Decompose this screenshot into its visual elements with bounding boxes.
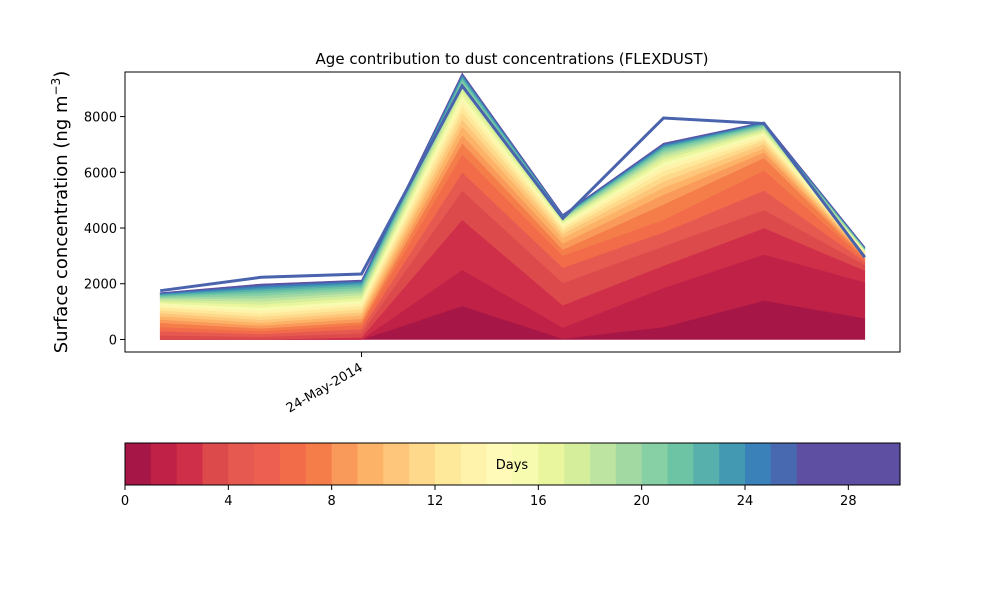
y-axis-label-main: Surface concentration (ng m xyxy=(51,95,72,353)
plot-area xyxy=(124,71,901,353)
colorbar-label: Days xyxy=(496,458,529,473)
x-tick-label: 24-May-2014 xyxy=(284,360,366,416)
colorbar-cell xyxy=(512,443,539,485)
area-layer-24 xyxy=(159,72,866,294)
colorbar-cell xyxy=(693,443,720,485)
colorbar-tick-label: 0 xyxy=(121,494,129,509)
colorbar-cell xyxy=(538,443,565,485)
colorbar-cell xyxy=(796,443,824,485)
y-axis-label-close: ) xyxy=(51,71,72,78)
colorbar-cell xyxy=(615,443,643,485)
colorbar-cell xyxy=(486,443,514,485)
colorbar-tick-label: 12 xyxy=(427,494,444,509)
colorbar-cell xyxy=(305,443,333,485)
colorbar-cell xyxy=(460,443,488,485)
y-tick-label: 0 xyxy=(109,333,117,348)
colorbar-tick-label: 28 xyxy=(840,494,857,509)
colorbar-cell xyxy=(176,443,204,485)
colorbar-cell xyxy=(228,443,255,485)
colorbar-cell xyxy=(590,443,617,485)
colorbar-cell xyxy=(331,443,359,485)
y-axis: 0 2000 4000 6000 8000 xyxy=(84,111,125,348)
y-axis-label: Surface concentration (ng m−3) xyxy=(49,71,72,354)
colorbar-tick-label: 4 xyxy=(224,494,232,509)
colorbar-cell xyxy=(745,443,772,485)
top-outline xyxy=(160,83,866,293)
colorbar-cell xyxy=(719,443,746,485)
x-axis: 24-May-2014 xyxy=(284,352,366,416)
y-tick-label: 8000 xyxy=(84,111,117,126)
colorbar: Days 0 4 8 12 16 20 24 28 xyxy=(121,442,901,509)
y-tick-label: 2000 xyxy=(84,278,117,293)
colorbar-cell xyxy=(150,443,178,485)
colorbar-cell xyxy=(822,443,849,485)
series-outline xyxy=(160,83,866,293)
colorbar-cell xyxy=(254,443,281,485)
colorbar-cells xyxy=(125,443,901,485)
colorbar-cell xyxy=(125,443,152,485)
colorbar-tick-label: 24 xyxy=(737,494,754,509)
y-tick-label: 4000 xyxy=(84,222,117,237)
colorbar-cell xyxy=(667,443,694,485)
colorbar-cell xyxy=(641,443,669,485)
colorbar-tick-label: 16 xyxy=(530,494,547,509)
colorbar-cell xyxy=(383,443,410,485)
colorbar-cell xyxy=(409,443,436,485)
plot-frame xyxy=(124,71,901,353)
y-tick-label: 6000 xyxy=(84,166,117,181)
stacked-areas xyxy=(159,72,866,340)
colorbar-cell xyxy=(435,443,462,485)
colorbar-tick-label: 8 xyxy=(328,494,336,509)
colorbar-tick-label: 20 xyxy=(633,494,650,509)
colorbar-cell xyxy=(357,443,384,485)
colorbar-ticks: 0 4 8 12 16 20 24 28 xyxy=(121,485,857,509)
chart-title: Age contribution to dust concentrations … xyxy=(316,50,709,68)
colorbar-cell xyxy=(770,443,798,485)
colorbar-cell xyxy=(202,443,229,485)
colorbar-cell xyxy=(280,443,307,485)
y-axis-label-exponent: −3 xyxy=(49,78,63,96)
colorbar-cell xyxy=(848,443,875,485)
colorbar-cell xyxy=(874,443,901,485)
colorbar-frame xyxy=(124,442,901,486)
colorbar-cell xyxy=(564,443,591,485)
